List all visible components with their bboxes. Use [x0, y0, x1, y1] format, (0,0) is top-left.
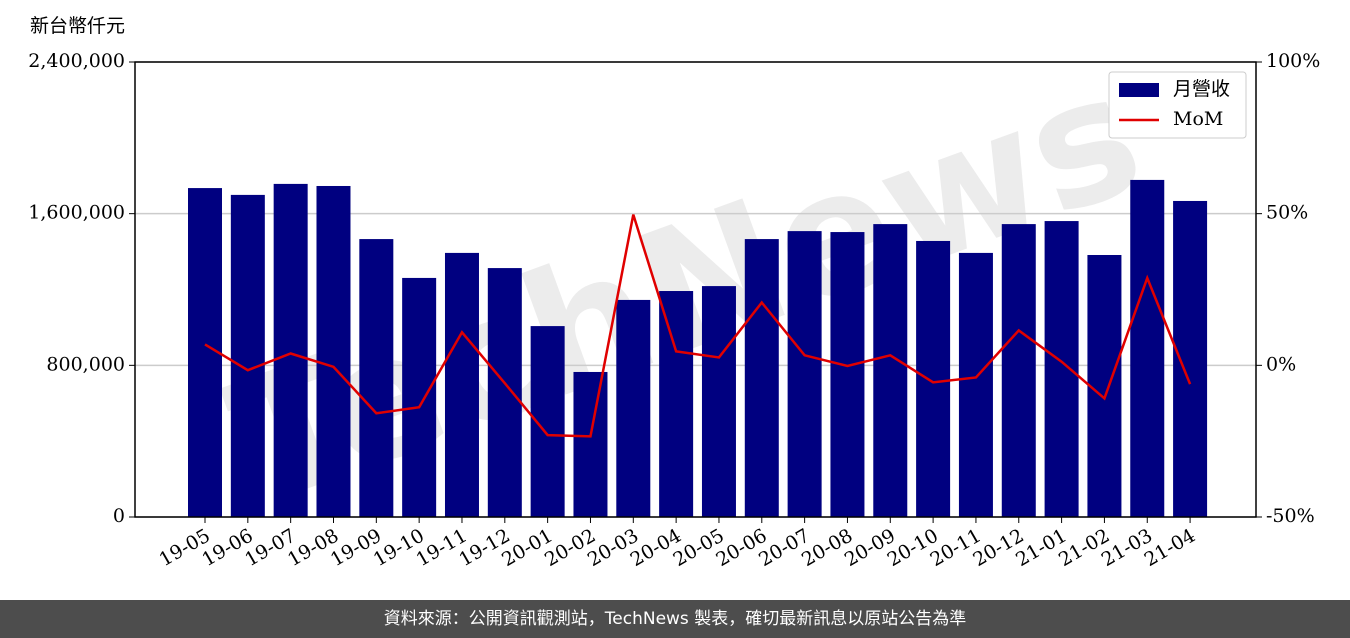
bar	[230, 194, 265, 517]
legend-swatch	[1119, 83, 1159, 97]
y2-tick-label: 100%	[1266, 50, 1320, 72]
bar	[958, 252, 993, 518]
bar	[701, 286, 736, 517]
bar	[573, 371, 608, 517]
legend-label: MoM	[1173, 108, 1223, 130]
y-axis-label: 新台幣仟元	[30, 15, 125, 37]
bar	[787, 231, 822, 517]
bar	[1130, 179, 1165, 517]
bar	[1087, 254, 1122, 517]
legend-label: 月營收	[1173, 78, 1230, 100]
bar	[616, 299, 651, 517]
bar	[659, 291, 694, 517]
bar	[1044, 221, 1079, 517]
y-tick-label: 2,400,000	[28, 50, 125, 72]
line	[204, 214, 1192, 438]
bar	[316, 185, 351, 518]
bar	[1173, 200, 1208, 517]
bar	[359, 239, 394, 517]
y2-tick-label: 0%	[1266, 353, 1296, 375]
y-tick-label: 0	[113, 505, 125, 527]
bar	[873, 224, 908, 517]
y2-tick-label: 50%	[1266, 202, 1308, 224]
footer: 資料來源：公開資訊觀測站，TechNews 製表，確切最新訊息以原站公告為準	[0, 600, 1350, 638]
chart: 新台幣仟元 TechNews0800,0001,600,0002,400,000…	[28, 15, 1320, 571]
bar	[744, 239, 779, 517]
x-tick-label: 21-04	[1141, 525, 1199, 571]
bar	[273, 183, 308, 517]
bar	[402, 277, 437, 517]
y-tick-label: 800,000	[46, 353, 125, 375]
y2-tick-label: -50%	[1266, 505, 1315, 527]
y-tick-label: 1,600,000	[28, 202, 125, 224]
bar	[487, 268, 522, 517]
bar	[444, 252, 479, 518]
bar	[830, 232, 865, 517]
bar	[1001, 224, 1036, 517]
plot-frame	[134, 61, 1257, 518]
bar	[916, 240, 951, 517]
